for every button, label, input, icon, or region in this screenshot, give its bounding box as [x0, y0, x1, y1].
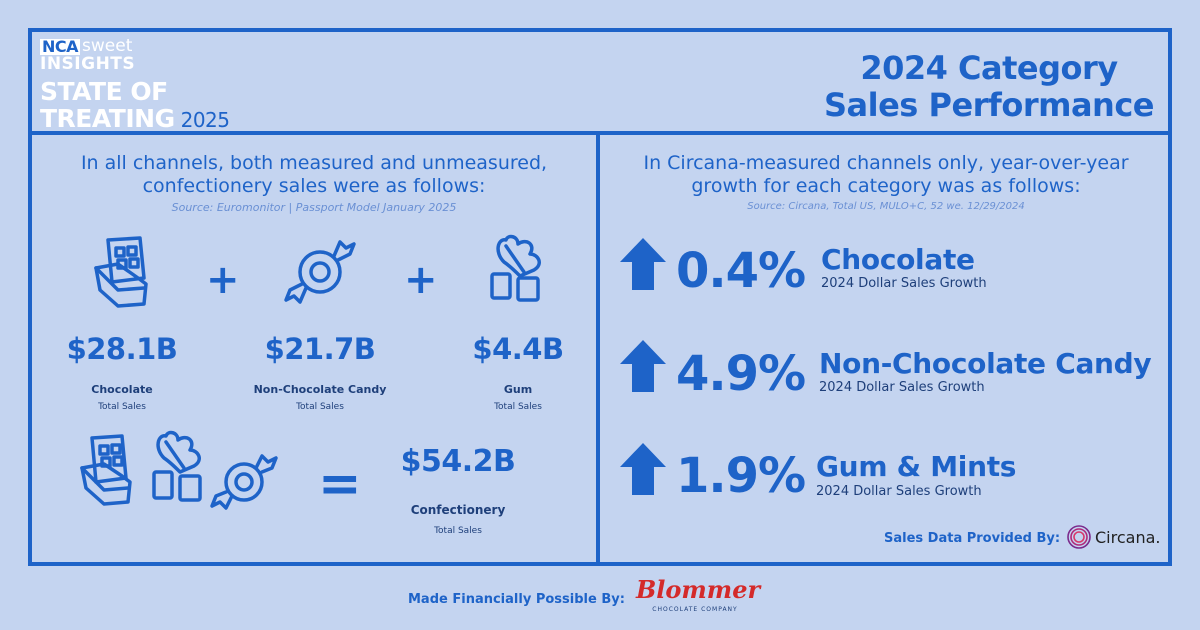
candy-total-sub: Total Sales: [296, 402, 344, 412]
candy-growth-label: Non-Chocolate Candy: [819, 347, 1152, 380]
gum-total-value: $4.4B: [472, 332, 564, 366]
right-intro-line1: In Circana-measured channels only, year-…: [643, 152, 1129, 174]
gum-total-label: Gum: [503, 383, 533, 396]
confectionery-total-label: Confectionery: [410, 503, 506, 517]
circana-logo: Circana.: [1066, 524, 1160, 550]
chocolate-growth-pct: 0.4%: [676, 243, 806, 299]
left-intro-line2: confectionery sales were as follows:: [142, 175, 486, 197]
logo-insights: INSIGHTS: [40, 54, 136, 74]
logo-year: 2025: [180, 108, 230, 132]
circana-word: Circana.: [1095, 527, 1161, 547]
chocolate-total-value: $28.1B: [66, 332, 178, 366]
gum-growth-label: Gum & Mints: [816, 450, 1017, 483]
panel-divider: [596, 131, 600, 566]
left-source: Source: Euromonitor | Passport Model Jan…: [171, 201, 457, 214]
logo-line1: STATE OF: [40, 77, 168, 106]
blommer-word: Blommer: [636, 575, 761, 604]
right-intro-line2: growth for each category was as follows:: [691, 175, 1081, 197]
candy-total-label: Non-Chocolate Candy: [253, 383, 387, 396]
chocolate-total-sub: Total Sales: [98, 402, 146, 412]
gum-growth-pct: 1.9%: [676, 448, 806, 504]
candy-growth-sub: 2024 Dollar Sales Growth: [819, 380, 985, 395]
up-arrow-icon: [620, 238, 666, 290]
made-possible-label: Made Financially Possible By:: [408, 592, 625, 607]
infographic-frame: [28, 28, 1172, 566]
logo-sweet: sweet: [82, 36, 133, 56]
gum-mint-icon: [490, 234, 541, 302]
blommer-logo: Blommer CHOCOLATE COMPANY: [636, 575, 761, 614]
chocolate-bar-icon: [94, 236, 148, 308]
plus-sign-1: +: [206, 257, 240, 303]
header-divider: [28, 131, 1172, 135]
gum-growth-sub: 2024 Dollar Sales Growth: [816, 484, 982, 499]
right-source: Source: Circana, Total US, MULO+C, 52 we…: [747, 201, 1025, 212]
circana-mark-icon: [1067, 525, 1091, 549]
left-intro: In all channels, both measured and unmea…: [36, 152, 592, 198]
wrapped-candy-icon: [284, 240, 356, 304]
chocolate-growth-sub: 2024 Dollar Sales Growth: [821, 276, 987, 291]
gum-total-sub: Total Sales: [494, 402, 542, 412]
state-of-treating-logo: NCA sweet INSIGHTS STATE OF TREATING 2025: [40, 38, 230, 131]
candy-growth-pct: 4.9%: [676, 346, 806, 402]
confectionery-total-sub: Total Sales: [434, 526, 482, 536]
candy-total-value: $21.7B: [264, 332, 376, 366]
chocolate-growth-label: Chocolate: [821, 243, 975, 276]
provided-by-label: Sales Data Provided By:: [884, 531, 1061, 546]
left-intro-line1: In all channels, both measured and unmea…: [80, 152, 548, 174]
up-arrow-icon: [620, 443, 666, 495]
right-intro: In Circana-measured channels only, year-…: [604, 152, 1168, 198]
chocolate-total-label: Chocolate: [91, 383, 153, 396]
title-line2: Sales Performance: [823, 86, 1155, 124]
logo-nca: NCA: [40, 36, 81, 56]
plus-sign-2: +: [404, 257, 438, 303]
blommer-sub: CHOCOLATE COMPANY: [652, 606, 738, 613]
title-line1: 2024 Category: [860, 49, 1118, 87]
logo-line2: TREATING: [40, 104, 175, 133]
combined-confectionery-icon: [80, 430, 278, 510]
up-arrow-icon: [620, 340, 666, 392]
equals-sign: =: [318, 454, 362, 514]
page-title: 2024 Category Sales Performance: [823, 49, 1155, 124]
confectionery-total-value: $54.2B: [400, 444, 516, 479]
